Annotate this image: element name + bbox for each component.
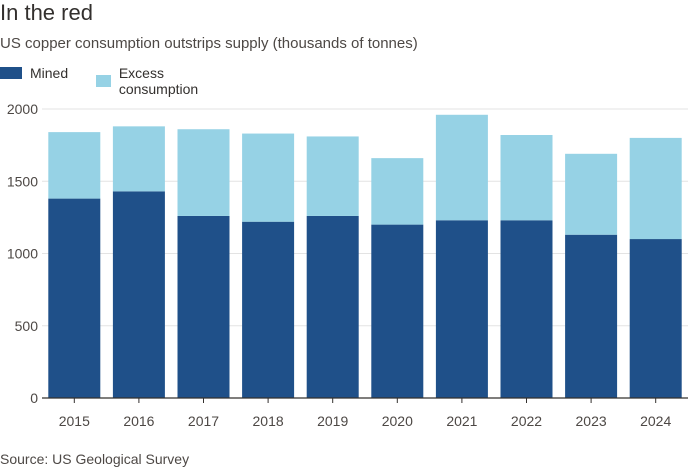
bar-mined-2018	[242, 221, 295, 398]
legend-label-mined: Mined	[30, 65, 69, 81]
bars	[48, 114, 682, 398]
chart-subtitle: US copper consumption outstrips supply (…	[0, 35, 418, 52]
x-tick-label: 2023	[576, 413, 607, 429]
bar-mined-2021	[435, 220, 488, 398]
bar-excess-2024	[629, 137, 682, 240]
legend-label-excess: Excess consumption	[118, 65, 199, 97]
x-tick-label: 2017	[188, 413, 219, 429]
legend-swatch-excess	[96, 75, 111, 87]
bar-mined-2019	[306, 215, 359, 398]
bar-excess-2017	[177, 129, 230, 216]
chart-title: In the red	[0, 0, 93, 25]
bar-excess-2018	[242, 133, 295, 222]
bar-mined-2020	[371, 224, 424, 398]
bar-excess-2015	[48, 132, 101, 199]
bar-mined-2024	[629, 239, 682, 398]
legend-item-excess: Excess consumption	[96, 65, 205, 97]
axis-labels: 0 500 1000 1500 2000 2015 2016 2017 2018 2019 2020…	[7, 101, 688, 429]
x-tick-label: 2021	[446, 413, 477, 429]
x-tick-label: 2019	[317, 413, 348, 429]
x-tick-label: 2015	[59, 413, 90, 429]
x-tick-label: 2020	[382, 413, 413, 429]
bar-excess-2023	[565, 153, 618, 235]
y-tick-label: 1500	[7, 173, 38, 189]
bar-mined-2022	[500, 220, 553, 398]
bar-excess-2022	[500, 135, 553, 221]
bar-excess-2020	[371, 158, 424, 225]
bar-chart: 0 500 1000 1500 2000 2015 2016 2017 2018 2019 2020…	[7, 101, 688, 429]
y-tick-label: 500	[15, 318, 39, 334]
bar-mined-2015	[48, 198, 101, 398]
legend-item-mined: Mined	[0, 65, 68, 81]
bar-excess-2019	[306, 136, 359, 216]
x-tick-label: 2018	[253, 413, 284, 429]
chart-source: Source: US Geological Survey	[0, 451, 190, 467]
y-tick-label: 2000	[7, 101, 38, 117]
x-tick-label: 2022	[511, 413, 542, 429]
bar-mined-2017	[177, 215, 230, 398]
bar-excess-2021	[435, 114, 488, 221]
x-tick-label: 2024	[640, 413, 671, 429]
bar-mined-2016	[112, 191, 165, 398]
legend-swatch-mined	[0, 67, 22, 79]
y-tick-label: 1000	[7, 246, 38, 262]
bar-excess-2016	[112, 126, 165, 192]
x-tick-label: 2016	[123, 413, 154, 429]
bar-mined-2023	[565, 234, 618, 398]
y-tick-label: 0	[30, 390, 38, 406]
